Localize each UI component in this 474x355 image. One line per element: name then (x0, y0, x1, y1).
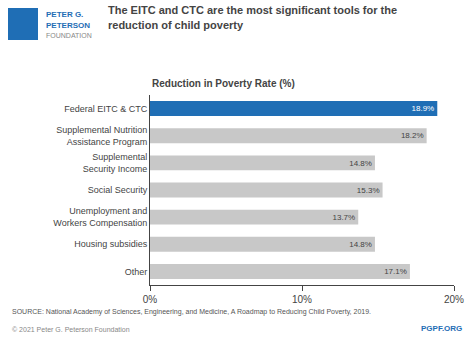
svg-text:18.2%: 18.2% (401, 131, 424, 140)
svg-text:13.7%: 13.7% (332, 213, 355, 222)
svg-text:15.3%: 15.3% (357, 186, 380, 195)
svg-text:Housing subsidies: Housing subsidies (74, 239, 148, 249)
svg-text:14.8%: 14.8% (349, 159, 372, 168)
svg-text:The EITC and CTC are the most: The EITC and CTC are the most significan… (108, 4, 397, 30)
svg-text:PETERSON: PETERSON (46, 21, 90, 30)
svg-text:10%: 10% (292, 294, 312, 305)
svg-text:PETER G.: PETER G. (46, 10, 83, 19)
svg-text:Federal EITC & CTC: Federal EITC & CTC (64, 104, 148, 114)
svg-text:PGPF.ORG: PGPF.ORG (421, 324, 462, 333)
svg-text:20%: 20% (444, 294, 464, 305)
svg-text:Supplemental NutritionAssistan: Supplemental NutritionAssistance Program (56, 125, 147, 147)
svg-text:14.8%: 14.8% (349, 240, 372, 249)
svg-text:FOUNDATION: FOUNDATION (46, 32, 92, 39)
svg-text:© 2021 Peter G. Peterson Found: © 2021 Peter G. Peterson Foundation (12, 326, 130, 333)
svg-text:SOURCE: National Academy of Sc: SOURCE: National Academy of Sciences, En… (12, 308, 371, 316)
svg-text:Unemployment andWorkers Compen: Unemployment andWorkers Compensation (53, 206, 147, 228)
svg-text:SupplementalSecurity Income: SupplementalSecurity Income (83, 152, 148, 174)
svg-text:Other: Other (125, 267, 148, 277)
svg-text:0%: 0% (143, 294, 158, 305)
svg-text:Social Security: Social Security (88, 185, 148, 195)
svg-text:18.9%: 18.9% (412, 104, 435, 113)
svg-text:Reduction in Poverty Rate (%): Reduction in Poverty Rate (%) (152, 78, 295, 89)
svg-text:17.1%: 17.1% (384, 267, 407, 276)
